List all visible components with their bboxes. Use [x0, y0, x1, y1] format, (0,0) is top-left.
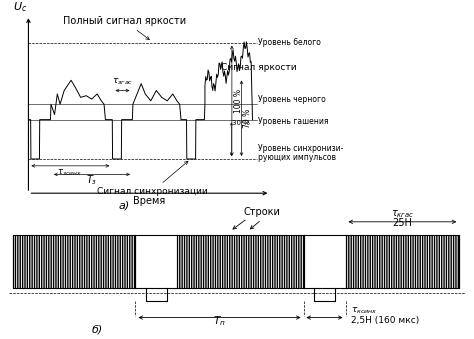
Text: $T_п$: $T_п$ — [213, 314, 226, 328]
Text: Уровень гашения: Уровень гашения — [258, 117, 328, 126]
Text: $\tau_{кгас}$: $\tau_{кгас}$ — [391, 208, 414, 220]
Text: Полный сигнал яркости: Полный сигнал яркости — [63, 16, 186, 40]
Text: Уровень черного: Уровень черного — [258, 95, 326, 104]
Text: 25Н: 25Н — [392, 218, 412, 228]
Text: Сигнал яркости: Сигнал яркости — [221, 63, 297, 72]
Text: Сигнал синхронизации: Сигнал синхронизации — [97, 161, 208, 196]
Text: Время: Время — [133, 196, 165, 206]
Text: б): б) — [91, 325, 102, 335]
Text: $\tau_{зсинх}$: $\tau_{зсинх}$ — [57, 167, 82, 178]
Text: рующих импульсов: рующих импульсов — [258, 153, 336, 162]
Text: $\tau_{згас}$: $\tau_{згас}$ — [112, 77, 133, 87]
Text: 100 %: 100 % — [234, 89, 243, 113]
Bar — [177, 235, 303, 288]
Text: Строки: Строки — [243, 207, 280, 217]
Text: $T_з$: $T_з$ — [86, 173, 98, 187]
Text: Уровень белого: Уровень белого — [258, 38, 321, 47]
Text: 70 %: 70 % — [244, 108, 253, 128]
Text: $U_с$: $U_с$ — [13, 0, 27, 14]
Bar — [346, 235, 459, 288]
Bar — [13, 235, 136, 288]
Text: $\tau_{ксинх}$: $\tau_{ксинх}$ — [351, 305, 377, 316]
Text: 30 %: 30 % — [232, 120, 250, 126]
Text: 2,5Н (160 мкс): 2,5Н (160 мкс) — [351, 316, 419, 325]
Text: а): а) — [119, 201, 130, 211]
Text: Уровень синхронизи-: Уровень синхронизи- — [258, 144, 343, 153]
